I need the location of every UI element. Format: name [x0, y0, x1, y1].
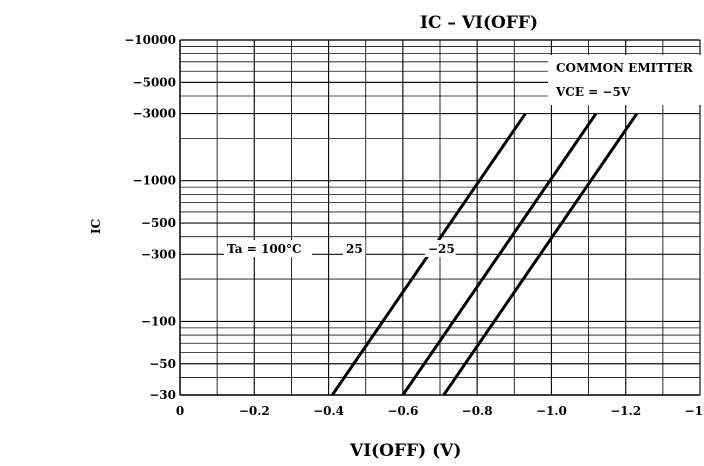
- series-line: [401, 112, 598, 396]
- series-labels: Ta = 100°C 25 −25: [224, 240, 456, 257]
- y-tick-label: −5000: [133, 75, 176, 89]
- x-tick-label: 0: [176, 404, 184, 418]
- y-tick-label: −10000: [124, 33, 176, 47]
- series-label: 25: [346, 242, 363, 256]
- annotation-common-emitter: COMMON EMITTER: [556, 61, 694, 75]
- series-label-background: [224, 240, 312, 257]
- x-tick-label: −0.6: [387, 404, 418, 418]
- x-tick-label: −1.4: [685, 404, 704, 418]
- y-tick-label: −100: [141, 314, 176, 328]
- series-label-background: [425, 240, 456, 257]
- y-tick-label: −50: [149, 357, 176, 371]
- series-label-background: [343, 240, 366, 257]
- x-tick-label: −1.0: [536, 404, 567, 418]
- x-axis-label: VI(OFF) (V): [349, 441, 461, 461]
- x-tick-labels: 0 −0.2 −0.4 −0.6 −0.8 −1.0 −1.2 −1.4: [176, 404, 704, 418]
- y-tick-label: −30: [149, 388, 176, 402]
- x-tick-label: −0.4: [313, 404, 344, 418]
- y-tick-label: −1000: [133, 174, 176, 188]
- x-tick-label: −0.2: [239, 404, 270, 418]
- annotation-vce: VCE = −5V: [555, 85, 631, 99]
- chart-title: IC – VI(OFF): [420, 13, 538, 33]
- series-label: Ta = 100°C: [227, 242, 302, 256]
- annotation-box: [548, 55, 704, 105]
- y-tick-label: −500: [141, 216, 176, 230]
- series-line: [442, 112, 639, 396]
- y-tick-labels: −10000 −5000 −3000 −1000 −500 −300 −100 −50 −30: [124, 33, 176, 402]
- x-tick-label: −0.8: [462, 404, 493, 418]
- series-label: −25: [428, 242, 455, 256]
- y-axis-label: IC: [89, 219, 103, 234]
- x-tick-label: −1.2: [610, 404, 641, 418]
- y-tick-label: −300: [141, 247, 176, 261]
- y-tick-label: −3000: [133, 107, 176, 121]
